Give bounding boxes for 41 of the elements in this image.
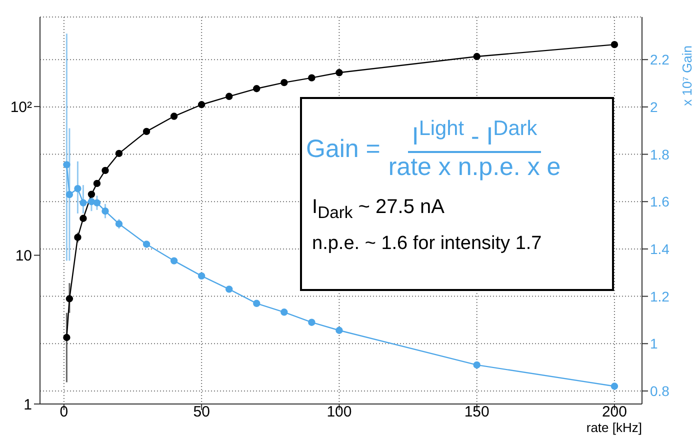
point: [336, 69, 343, 76]
y-tick-label: 10²: [10, 98, 32, 116]
point: [226, 92, 233, 100]
annotation: n.p.e. ~ 1.6 for intensity 1.7: [312, 233, 542, 254]
point: [198, 101, 206, 108]
point: [66, 295, 74, 302]
y-tick-label: 10: [15, 248, 32, 265]
point: [102, 166, 109, 174]
x-tick-label: 0: [60, 404, 68, 421]
point: [93, 180, 101, 188]
y2-tick-label: 0.8: [650, 382, 670, 399]
point: [473, 52, 480, 60]
y2-tick-label: 1.8: [650, 146, 670, 162]
point: [63, 334, 70, 342]
point: [280, 78, 288, 86]
y2-tick-label: 2: [650, 98, 658, 115]
y2-axis-title: x 10⁷ Gain: [680, 46, 692, 106]
x-axis-title: rate [kHz]: [586, 420, 642, 435]
annotation: I$^{Light}$ - I$^{Dark}$: [408, 117, 542, 154]
point: [115, 150, 123, 158]
annotation: Gain =: [306, 135, 380, 164]
point: [610, 40, 618, 48]
y-tick-label: 1: [24, 396, 32, 414]
x-tick-label: 150: [464, 404, 490, 421]
x-tick-label: 100: [326, 404, 352, 421]
annotation: I$_{Dark}$ ~ 27.5 nA: [312, 196, 444, 222]
point: [308, 74, 316, 82]
y2-tick-label: 1: [650, 336, 658, 352]
y2-tick-label: 2.2: [650, 52, 670, 68]
y2-tick-label: 1.2: [650, 288, 670, 304]
x-tick-label: 50: [193, 404, 210, 421]
point: [80, 214, 87, 222]
point: [74, 234, 82, 241]
x-tick-label: 200: [602, 404, 627, 421]
point: [253, 85, 260, 92]
y2-tick-label: 1.4: [650, 240, 670, 257]
annotation: rate x n.p.e. x e: [388, 153, 561, 182]
point: [88, 190, 96, 198]
point: [142, 128, 150, 136]
point: [170, 112, 178, 120]
y2-tick-label: 1.6: [650, 194, 670, 210]
